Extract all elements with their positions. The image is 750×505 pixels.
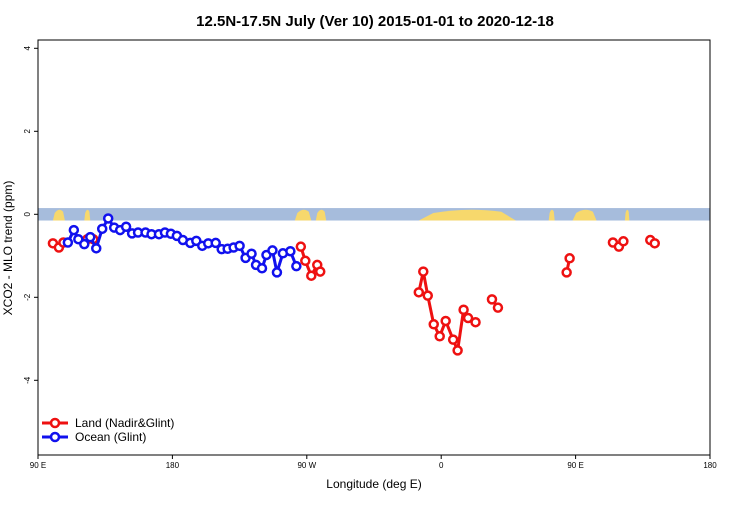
land-point-2-4 <box>314 266 326 277</box>
ocean-point-0-4 <box>85 231 96 243</box>
chart-title: 12.5N-17.5N July (Ver 10) 2015-01-01 to … <box>196 13 554 30</box>
x-tick-label-3: 0 <box>439 461 444 470</box>
land-point-4-1 <box>492 302 504 313</box>
map-band <box>38 208 710 221</box>
ocean-point-0-24 <box>210 237 221 249</box>
x-tick-label-2: 90 W <box>297 461 316 470</box>
land-point-6-2 <box>618 236 629 247</box>
map-land-5 <box>548 209 555 221</box>
legend-land-label: Land (Nadir&Glint) <box>75 416 174 430</box>
y-tick-label-2: 0 <box>23 212 32 217</box>
map-land-2 <box>294 209 312 221</box>
legend: Land (Nadir&Glint) Ocean (Glint) <box>42 416 174 444</box>
land-point-5-0 <box>561 267 572 278</box>
land-point-3-7 <box>452 345 463 356</box>
x-tick-label-5: 180 <box>703 461 717 470</box>
x-tick-label-1: 180 <box>166 461 180 470</box>
ocean-point-0-5 <box>90 243 102 254</box>
map-land-0 <box>52 209 65 221</box>
map-land-7 <box>624 209 630 221</box>
ocean-point-0-6 <box>96 223 108 235</box>
land-point-2-2 <box>306 270 317 281</box>
ocean-point-0-0 <box>62 237 74 248</box>
land-point-3-6 <box>447 334 459 345</box>
land-point-3-0 <box>413 287 425 298</box>
x-axis-label: Longitude (deg E) <box>326 477 421 491</box>
ocean-point-0-1 <box>68 224 80 236</box>
plot-frame <box>37 39 711 456</box>
land-point-4-0 <box>486 294 498 305</box>
ocean-point-0-37 <box>285 245 296 257</box>
land-point-3-9 <box>462 312 474 324</box>
y-axis-label: XCO2 - MLO trend (ppm) <box>1 181 15 316</box>
land-point-3-8 <box>458 304 469 315</box>
y-axis: 4 2 0 -2 -4 <box>23 46 38 384</box>
ocean-point-0-3 <box>79 238 90 250</box>
land-point-3-1 <box>418 266 429 277</box>
map-ocean-band <box>38 208 710 221</box>
legend-entry-ocean: Ocean (Glint) <box>42 430 146 444</box>
series-layer <box>47 213 660 356</box>
land-point-3-2 <box>422 290 434 301</box>
y-tick-label-1: 2 <box>23 129 32 134</box>
map-land-1 <box>84 209 91 221</box>
y-tick-label-0: 4 <box>23 46 32 51</box>
x-axis: 90 E 180 90 W 0 90 E 180 <box>30 455 717 470</box>
ocean-point-0-34 <box>267 245 278 256</box>
ocean-point-0-7 <box>102 213 114 224</box>
land-point-3-5 <box>440 315 451 327</box>
map-land-6 <box>572 209 597 221</box>
land-point-2-1 <box>300 255 311 267</box>
land-point-7-1 <box>649 238 660 249</box>
map-land-3 <box>315 209 327 221</box>
map-land-4 <box>418 209 516 221</box>
y-tick-label-3: -2 <box>23 293 32 301</box>
land-point-3-4 <box>434 331 445 342</box>
legend-ocean-label: Ocean (Glint) <box>75 430 146 444</box>
land-point-5-1 <box>564 253 575 264</box>
ocean-point-0-32 <box>256 263 268 274</box>
ocean-point-0-38 <box>291 260 302 272</box>
legend-ocean-marker <box>49 431 61 443</box>
legend-land-marker <box>49 417 61 429</box>
ocean-point-0-28 <box>234 240 245 252</box>
land-point-3-10 <box>470 316 481 328</box>
x-tick-label-4: 90 E <box>567 461 583 470</box>
ocean-point-0-35 <box>271 267 283 278</box>
land-point-2-0 <box>295 241 307 252</box>
legend-entry-land: Land (Nadir&Glint) <box>42 416 174 430</box>
ocean-point-0-30 <box>246 248 257 259</box>
land-point-3-3 <box>428 319 439 330</box>
y-tick-label-4: -4 <box>23 376 32 384</box>
ocean-point-0-10 <box>120 221 132 232</box>
x-tick-label-0: 90 E <box>30 461 46 470</box>
